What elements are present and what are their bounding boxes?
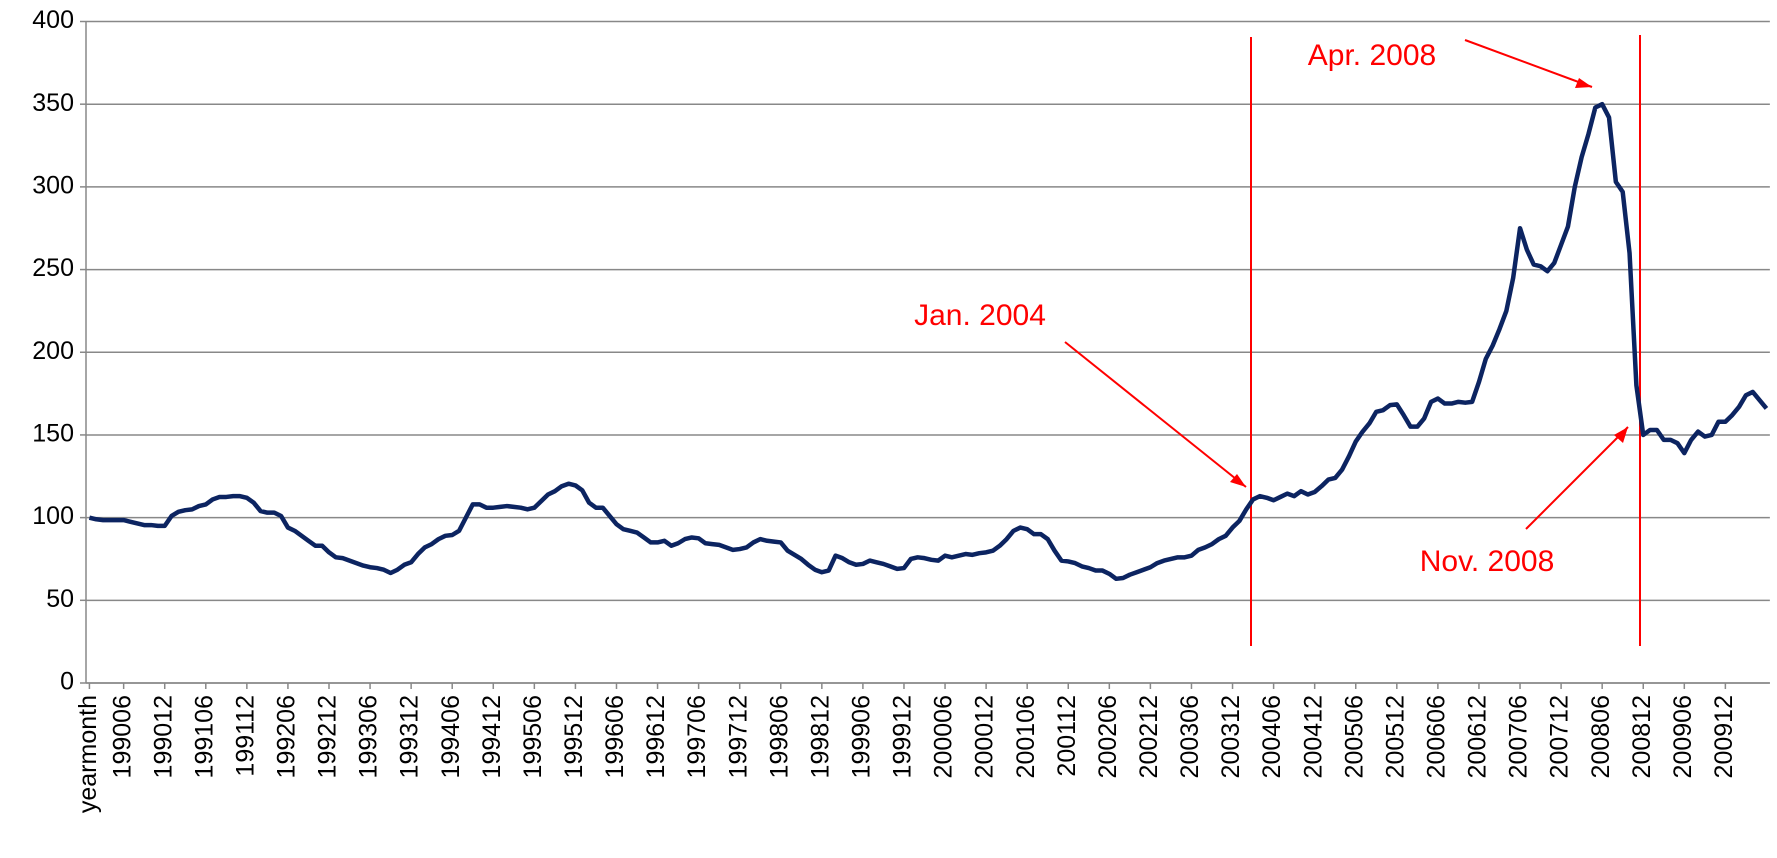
x-tick-label: 199612 <box>642 695 670 778</box>
arrow-head <box>1614 427 1628 443</box>
x-tick-label: 199212 <box>314 695 342 778</box>
y-tick-label: 400 <box>32 6 74 34</box>
x-tick-label: 199906 <box>848 695 876 778</box>
x-tick-label: 200506 <box>1340 695 1368 778</box>
x-tick-label: 199912 <box>889 695 917 778</box>
x-tick-label: 199606 <box>601 695 629 778</box>
x-tick-label: 199812 <box>806 695 834 778</box>
x-tick-label: yearmonth <box>74 695 102 813</box>
arrow-head <box>1230 474 1246 487</box>
x-tick-label: 199706 <box>683 695 711 778</box>
x-tick-label: 200412 <box>1299 695 1327 778</box>
x-tick-label: 200912 <box>1710 695 1738 778</box>
x-tick-label: 200112 <box>1053 695 1081 777</box>
annotation: Jan. 2004 <box>914 299 1046 332</box>
y-tick-label: 300 <box>32 171 74 199</box>
y-tick-label: 0 <box>60 668 74 696</box>
x-tick-label: 199006 <box>108 695 136 778</box>
x-tick-label: 200612 <box>1464 695 1492 778</box>
y-tick-label: 250 <box>32 254 74 282</box>
data-line <box>88 101 1769 582</box>
x-tick-label: 200406 <box>1258 695 1286 778</box>
x-tick-label: 199712 <box>724 695 752 778</box>
x-tick-label: 200212 <box>1135 695 1163 778</box>
x-tick-label: 199312 <box>396 695 424 778</box>
annotation: Apr. 2008 <box>1308 39 1436 72</box>
arrow <box>1064 341 1247 488</box>
arrow <box>1464 39 1593 88</box>
x-tick-label: 199806 <box>765 695 793 778</box>
x-tick-label: 199112 <box>231 695 259 777</box>
x-tick-label: 199506 <box>519 695 547 778</box>
x-tick-label: 200206 <box>1094 695 1122 778</box>
x-tick-label: 200312 <box>1217 695 1245 778</box>
x-tick-label: 200106 <box>1012 695 1040 778</box>
y-tick-label: 100 <box>32 502 74 530</box>
x-tick-label: 199012 <box>149 695 177 778</box>
x-tick-label: 199512 <box>560 695 588 778</box>
x-tick-label: 200012 <box>971 695 999 778</box>
x-tick-label: 199106 <box>190 695 218 778</box>
y-tick-label: 200 <box>32 337 74 365</box>
x-tick-label: 200906 <box>1669 695 1697 778</box>
x-tick-label: 200512 <box>1381 695 1409 778</box>
y-tick-label: 50 <box>46 585 74 613</box>
x-tick-label: 200306 <box>1176 695 1204 778</box>
y-tick-label: 150 <box>32 420 74 448</box>
x-tick-label: 200606 <box>1422 695 1450 778</box>
annotation: Nov. 2008 <box>1420 545 1555 578</box>
x-tick-label: 200806 <box>1587 695 1615 778</box>
x-tick-label: 200812 <box>1628 695 1656 778</box>
x-tick-label: 199412 <box>478 695 506 778</box>
x-tick-label: 200006 <box>930 695 958 778</box>
x-tick-label: 200712 <box>1546 695 1574 778</box>
arrow-head <box>1575 78 1592 88</box>
x-tick-label: 200706 <box>1505 695 1533 778</box>
y-tick-label: 350 <box>32 89 74 117</box>
x-tick-label: 199406 <box>437 695 465 778</box>
arrow <box>1525 426 1629 530</box>
x-tick-label: 199206 <box>273 695 301 778</box>
x-tick-label: 199306 <box>355 695 383 778</box>
